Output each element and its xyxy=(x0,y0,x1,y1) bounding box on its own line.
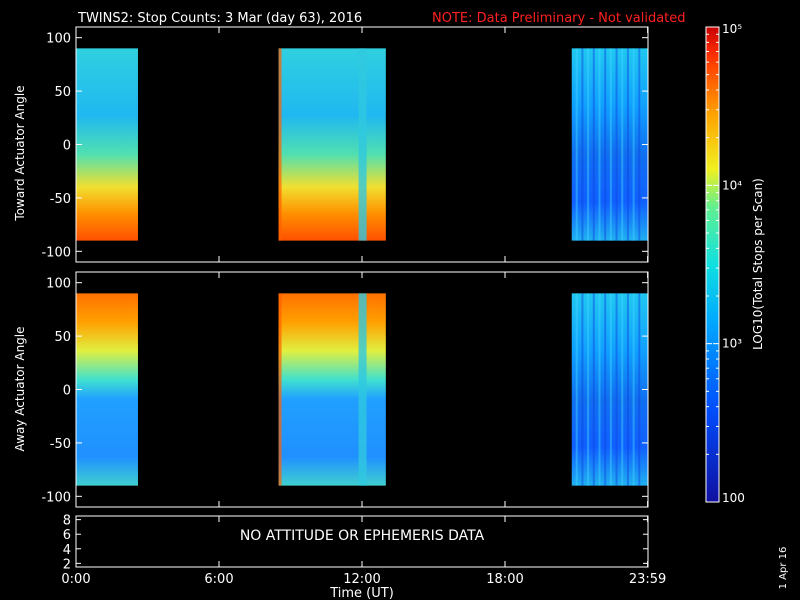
y-tick-label: -50 xyxy=(50,192,71,207)
x-tick-label: 0:00 xyxy=(61,572,90,587)
y-tick-label: 100 xyxy=(46,32,71,47)
colorbar-ticks: 100 10³ 10⁴ 10⁵ xyxy=(706,22,745,505)
away-ylabel: Away Actuator Angle xyxy=(13,326,27,451)
y-tick-label: -100 xyxy=(41,245,71,260)
y-tick-label: -100 xyxy=(41,490,71,505)
no-data-message: NO ATTITUDE OR EPHEMERIS DATA xyxy=(240,528,485,544)
scan-streak xyxy=(621,48,624,241)
colorbar-tick-label: 10⁵ xyxy=(722,22,742,36)
data-block xyxy=(76,48,138,241)
x-tick-label: 18:00 xyxy=(486,572,523,587)
preliminary-note: NOTE: Data Preliminary - Not validated xyxy=(432,11,686,26)
scan-streak xyxy=(278,293,282,486)
scan-streak xyxy=(598,48,601,241)
scan-streak xyxy=(575,48,578,241)
scan-streak xyxy=(632,48,635,241)
scan-streak xyxy=(632,293,635,486)
scan-streak xyxy=(358,293,367,486)
date-stamp: 1 Apr 16 xyxy=(778,547,789,590)
scan-streak xyxy=(587,48,590,241)
y-tick-label: 0 xyxy=(63,384,71,399)
colorbar-tick-label: 100 xyxy=(722,491,745,505)
data-block xyxy=(571,293,648,486)
scan-streak xyxy=(621,293,624,486)
scan-streak xyxy=(604,293,607,486)
scan-streak xyxy=(609,293,612,486)
y-tick-label: 2 xyxy=(63,557,71,572)
toward-panel: 100 50 0 -50 -100 xyxy=(41,26,649,263)
scan-streak xyxy=(615,48,618,241)
away-panel: 100 50 0 -50 -100 xyxy=(41,271,649,508)
scan-streak xyxy=(626,48,629,241)
colorbar-tick-label: 10³ xyxy=(722,337,742,351)
scan-streak xyxy=(575,293,578,486)
data-block xyxy=(278,293,386,486)
y-tick-label: 4 xyxy=(63,543,71,558)
y-tick-label: 8 xyxy=(63,514,71,529)
x-tick-label: 6:00 xyxy=(204,572,233,587)
y-tick-label: 100 xyxy=(46,277,71,292)
scan-streak xyxy=(609,48,612,241)
chart-title: TWINS2: Stop Counts: 3 Mar (day 63), 201… xyxy=(77,11,362,26)
x-tick-label: 12:00 xyxy=(343,572,380,587)
data-block xyxy=(76,293,138,486)
scan-streak xyxy=(638,293,641,486)
scan-streak xyxy=(278,48,282,241)
scan-streak xyxy=(638,48,641,241)
x-tick-label: 23:59 xyxy=(629,572,666,587)
scan-streak xyxy=(592,293,595,486)
y-tick-label: 6 xyxy=(63,528,71,543)
x-tick-labels: 0:00 6:00 12:00 18:00 23:59 xyxy=(61,572,666,587)
scan-streak xyxy=(358,48,367,241)
scan-streak xyxy=(581,293,584,486)
scan-streak xyxy=(598,293,601,486)
scan-streak xyxy=(592,48,595,241)
y-tick-label: -50 xyxy=(50,437,71,452)
toward-ylabel: Toward Actuator Angle xyxy=(13,85,27,221)
x-axis-label: Time (UT) xyxy=(329,586,394,600)
scan-streak xyxy=(626,293,629,486)
y-tick-label: 0 xyxy=(63,139,71,154)
colorbar xyxy=(705,26,720,503)
data-block xyxy=(278,48,386,241)
scan-streak xyxy=(615,293,618,486)
data-block xyxy=(571,48,648,241)
scan-streak xyxy=(587,293,590,486)
scan-streak xyxy=(604,48,607,241)
y-tick-label: 50 xyxy=(54,85,71,100)
colorbar-tick-label: 10⁴ xyxy=(722,178,742,192)
scan-streak xyxy=(581,48,584,241)
colorbar-label: LOG10(Total Stops per Scan) xyxy=(751,178,765,350)
y-tick-label: 50 xyxy=(54,330,71,345)
